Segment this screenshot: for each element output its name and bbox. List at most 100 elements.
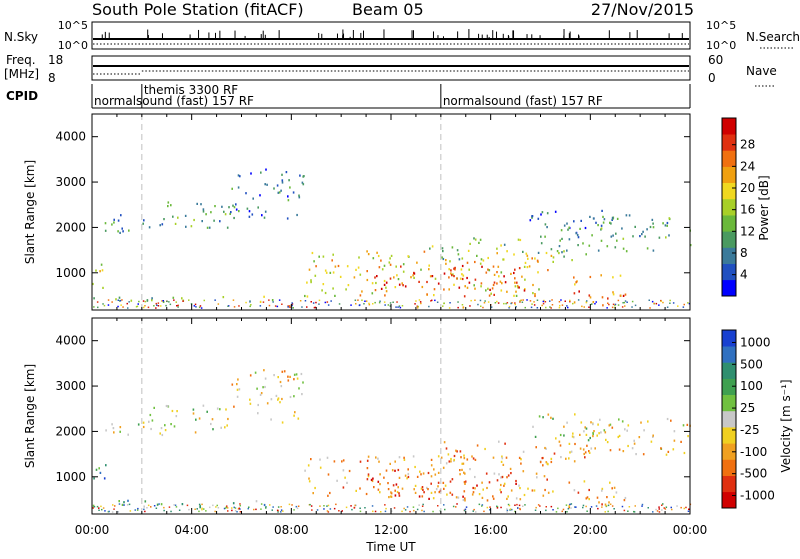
velocity-scatter: [350, 505, 352, 507]
velocity-cell: [127, 433, 129, 436]
velocity-cell: [270, 398, 273, 401]
power-scatter: [608, 303, 610, 306]
velocity-scatter: [209, 506, 211, 509]
power-cell: [113, 218, 115, 221]
velocity-cell: [579, 447, 582, 450]
velocity-scatter: [585, 505, 587, 508]
velocity-cell: [379, 473, 381, 476]
velocity-cell: [407, 475, 410, 479]
velocity-cell: [142, 425, 145, 429]
velocity-cell: [463, 471, 465, 474]
power-cell: [324, 269, 327, 272]
power-scatter: [490, 306, 493, 308]
power-cell: [563, 255, 565, 258]
power-scatter: [658, 304, 660, 306]
velocity-scatter: [535, 506, 537, 509]
power-cell: [233, 216, 235, 220]
velocity-cell: [148, 420, 150, 423]
velocity-scatter: [96, 505, 99, 508]
velocity-scatter: [508, 504, 511, 507]
velocity-cell: [672, 448, 675, 451]
velocity-scatter: [205, 510, 207, 512]
velocity-cell: [463, 454, 465, 457]
power-colorbar-swatch: [722, 247, 736, 264]
power-cell: [238, 210, 240, 213]
power-cell: [445, 262, 447, 265]
velocity-cell: [472, 486, 474, 490]
velocity-cell: [442, 466, 445, 469]
velocity-cell: [609, 481, 611, 484]
power-scatter: [533, 304, 536, 306]
power-cell: [487, 268, 489, 271]
power-scatter: [543, 299, 545, 302]
power-cell: [499, 280, 502, 283]
power-cell: [576, 234, 579, 237]
velocity-scatter: [633, 510, 635, 513]
power-scatter: [291, 302, 293, 304]
velocity-cell: [603, 429, 606, 432]
power-cell: [250, 172, 252, 175]
power-cell: [652, 226, 655, 229]
power-scatter: [203, 299, 205, 302]
power-scatter: [506, 302, 509, 304]
power-cell: [664, 224, 667, 227]
velocity-cell: [515, 482, 517, 485]
velocity-cell: [450, 460, 452, 463]
velocity-cell: [451, 478, 454, 481]
power-cell: [458, 286, 461, 289]
power-cell: [541, 211, 544, 214]
power-scatter: [607, 302, 609, 304]
velocity-scatter: [126, 504, 129, 506]
velocity-cell: [430, 464, 433, 467]
power-scatter: [177, 306, 179, 308]
velocity-cell: [542, 416, 544, 419]
velocity-cell: [249, 374, 252, 377]
power-plot-area: [92, 114, 690, 310]
velocity-cell: [488, 481, 491, 484]
velocity-cell: [279, 380, 282, 384]
power-scatter: [614, 304, 616, 307]
power-cell: [431, 275, 434, 278]
velocity-scatter: [101, 508, 103, 511]
velocity-cell: [518, 456, 521, 459]
velocity-cell: [570, 450, 573, 453]
velocity-cell: [437, 471, 440, 474]
power-cell: [585, 253, 587, 256]
power-cell: [573, 301, 576, 304]
power-scatter: [198, 306, 201, 309]
velocity-scatter: [123, 504, 125, 506]
power-cell: [496, 282, 498, 285]
velocity-cell: [397, 468, 400, 472]
power-cell: [434, 277, 437, 280]
power-cell: [398, 283, 401, 286]
power-cell: [161, 223, 164, 226]
power-cell: [493, 293, 495, 296]
power-scatter: [268, 299, 270, 301]
power-cell: [622, 294, 625, 297]
power-cell: [574, 283, 576, 286]
velocity-scatter: [128, 503, 131, 506]
velocity-scatter: [102, 507, 105, 509]
velocity-cell: [555, 437, 557, 440]
velocity-scatter: [359, 510, 362, 513]
power-cell: [612, 276, 614, 279]
velocity-cell: [428, 497, 430, 500]
power-cell: [413, 276, 415, 279]
power-cell: [610, 235, 613, 238]
power-scatter: [96, 301, 99, 303]
power-cell: [347, 284, 350, 287]
velocity-scatter: [201, 503, 203, 506]
velocity-scatter: [545, 506, 547, 508]
power-cell: [521, 275, 523, 278]
power-scatter: [314, 306, 317, 309]
velocity-cell: [667, 450, 670, 453]
power-cell: [235, 203, 237, 206]
velocity-cell: [611, 487, 613, 490]
power-scatter: [330, 300, 332, 302]
power-scatter: [374, 301, 376, 304]
power-cell: [492, 283, 495, 287]
velocity-scatter: [658, 506, 660, 508]
velocity-colorbar-tick-label: -100: [740, 445, 767, 459]
velocity-cell: [472, 491, 475, 494]
velocity-cell: [474, 458, 477, 461]
